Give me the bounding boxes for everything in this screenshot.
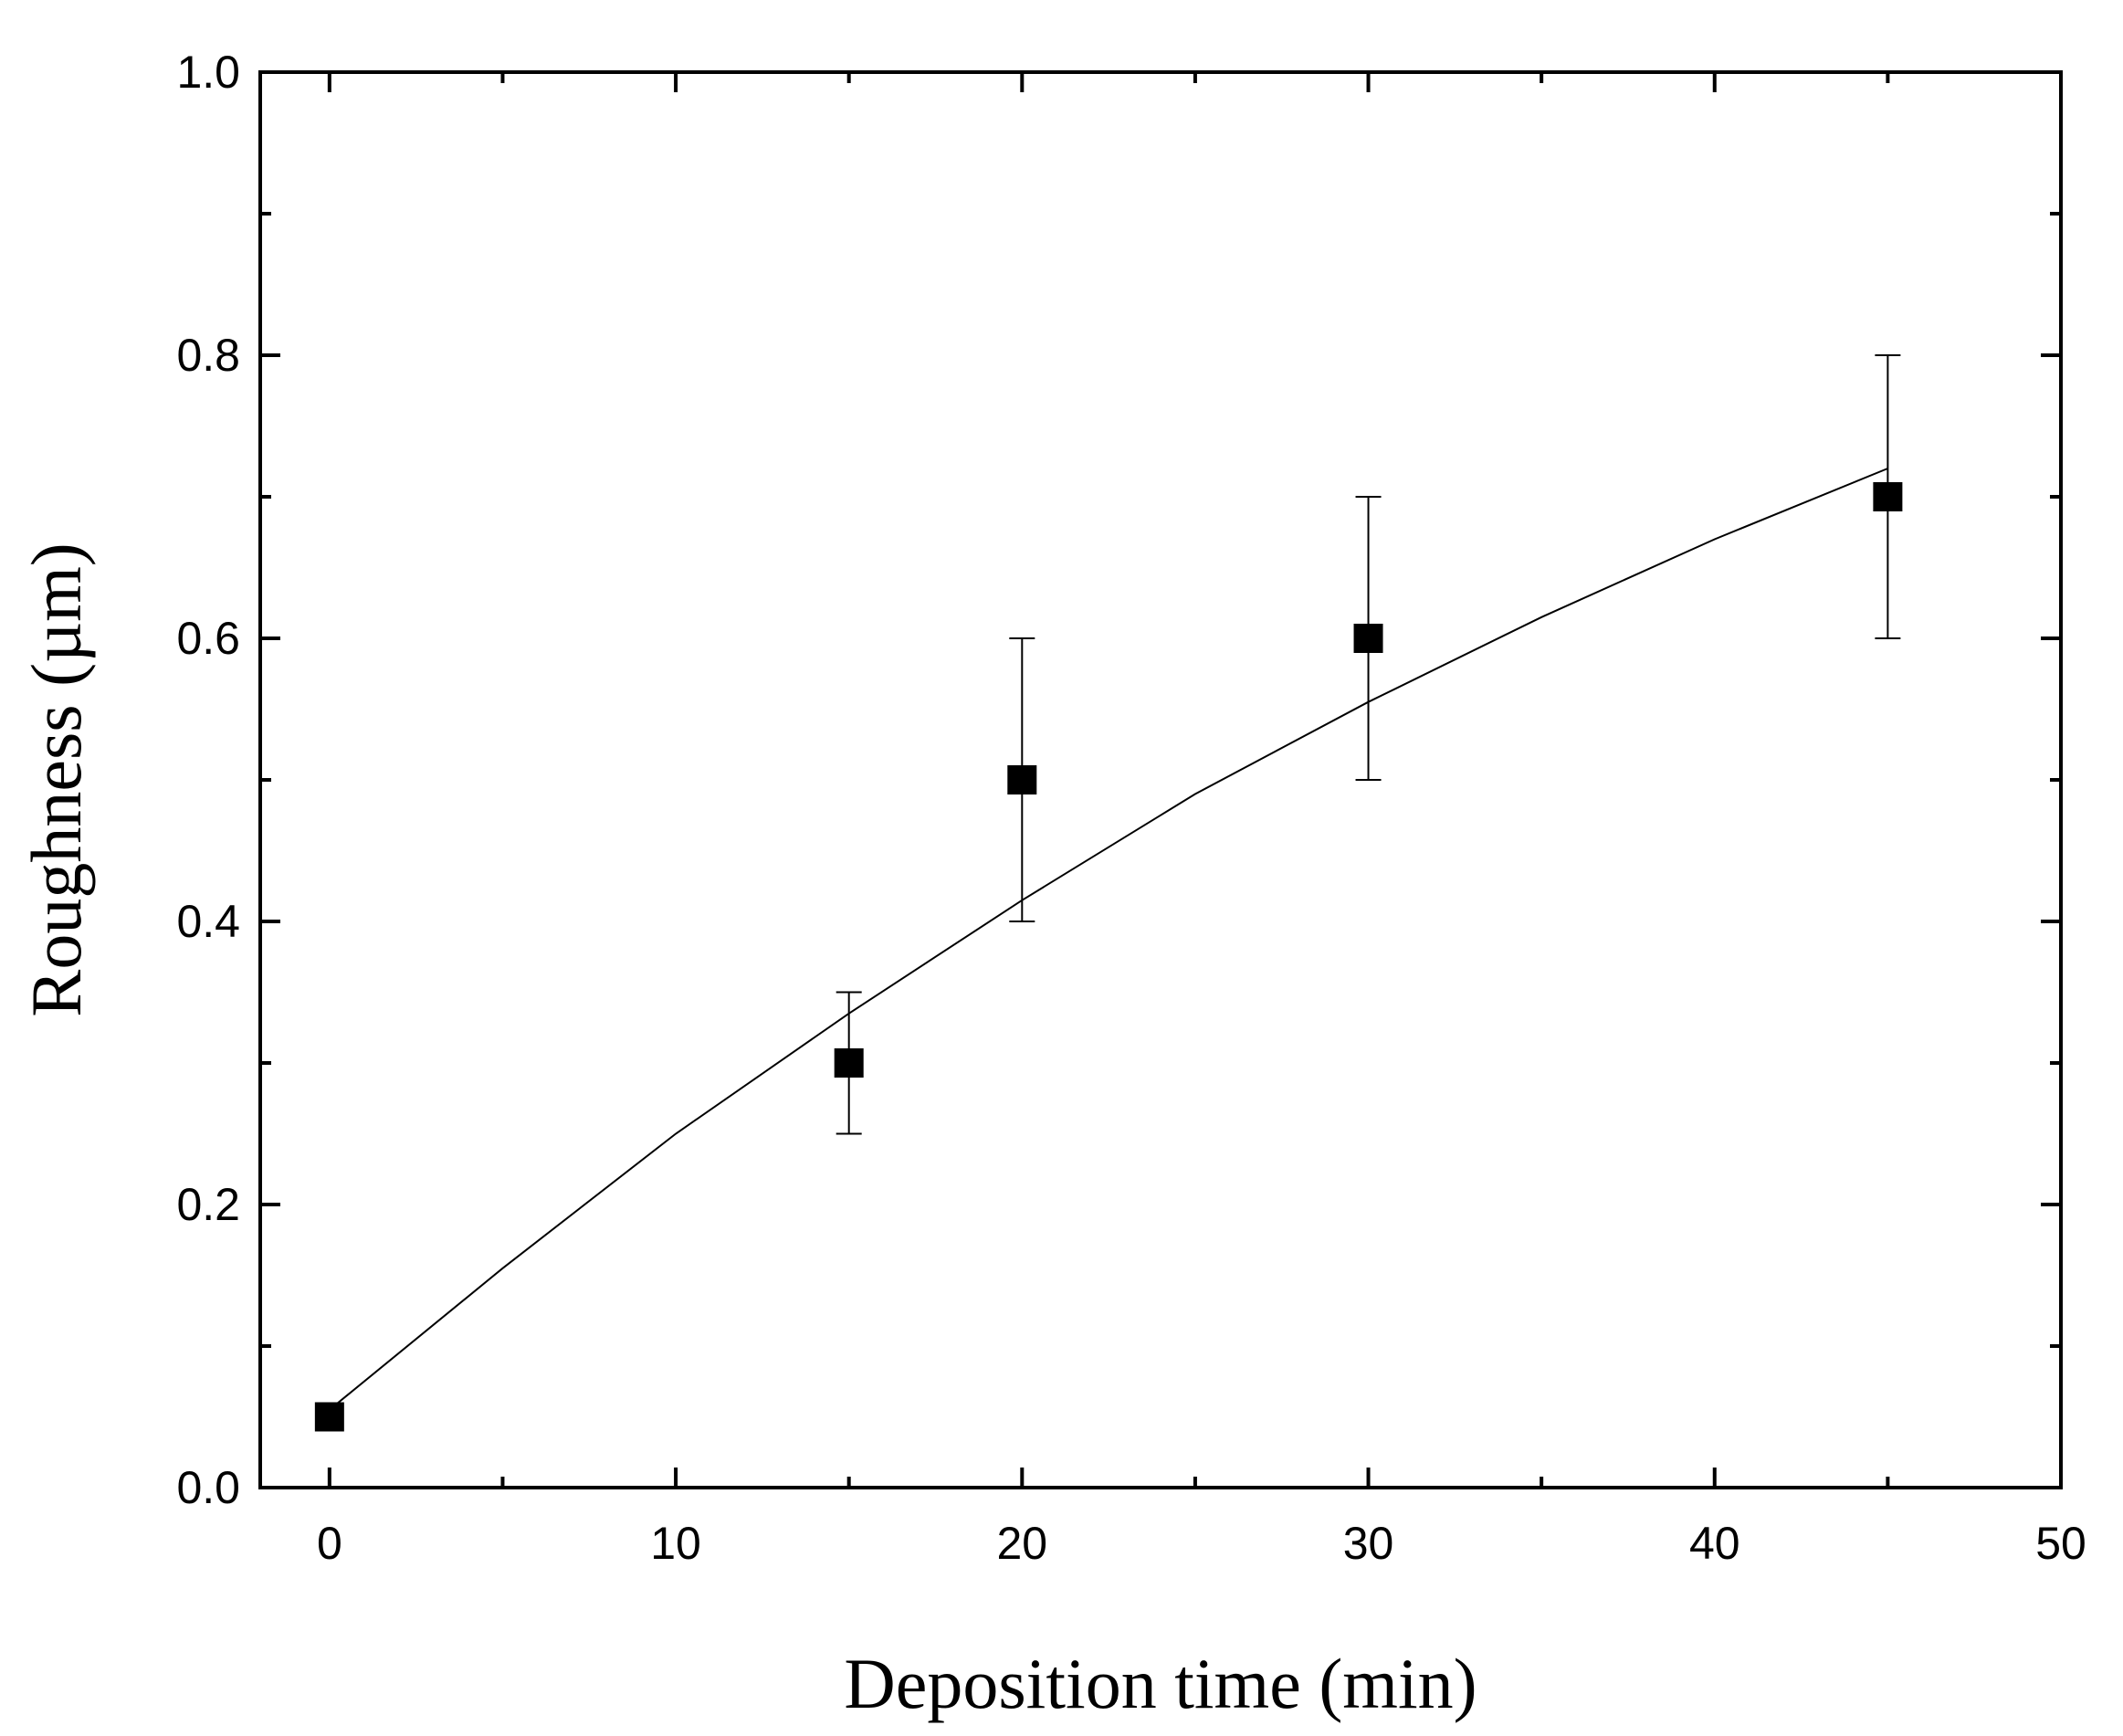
x-tick-label: 10 bbox=[650, 1518, 701, 1569]
y-tick-label: 0.0 bbox=[176, 1462, 240, 1513]
plot-frame bbox=[258, 70, 2063, 1489]
x-axis-title: Deposition time (min) bbox=[844, 1644, 1477, 1723]
fit-curve bbox=[329, 468, 1888, 1411]
x-tick-label: 0 bbox=[317, 1518, 342, 1569]
data-point bbox=[1353, 624, 1383, 653]
y-tick-label: 0.8 bbox=[176, 330, 240, 381]
x-tick-label: 20 bbox=[996, 1518, 1047, 1569]
x-tick-label: 30 bbox=[1343, 1518, 1394, 1569]
y-tick-label: 0.6 bbox=[176, 613, 240, 664]
x-axis-ticks: 0 10 20 30 40 50 bbox=[317, 72, 2086, 1569]
data-point bbox=[314, 1402, 344, 1432]
y-axis-ticks: 0.0 0.2 0.4 0.6 0.8 1.0 bbox=[176, 47, 2061, 1513]
x-tick-label: 50 bbox=[2035, 1518, 2086, 1569]
data-point-layer bbox=[314, 482, 1903, 1432]
x-tick-label: 40 bbox=[1689, 1518, 1740, 1569]
data-point bbox=[1873, 482, 1903, 511]
data-point bbox=[834, 1048, 864, 1078]
data-point bbox=[1007, 765, 1037, 794]
error-bar-layer bbox=[836, 354, 1901, 1135]
y-tick-label: 0.4 bbox=[176, 896, 240, 947]
y-tick-label: 0.2 bbox=[176, 1179, 240, 1230]
y-tick-label: 1.0 bbox=[176, 47, 240, 98]
y-axis-title: Roughness (µm) bbox=[16, 542, 96, 1016]
fit-layer bbox=[329, 468, 1888, 1411]
